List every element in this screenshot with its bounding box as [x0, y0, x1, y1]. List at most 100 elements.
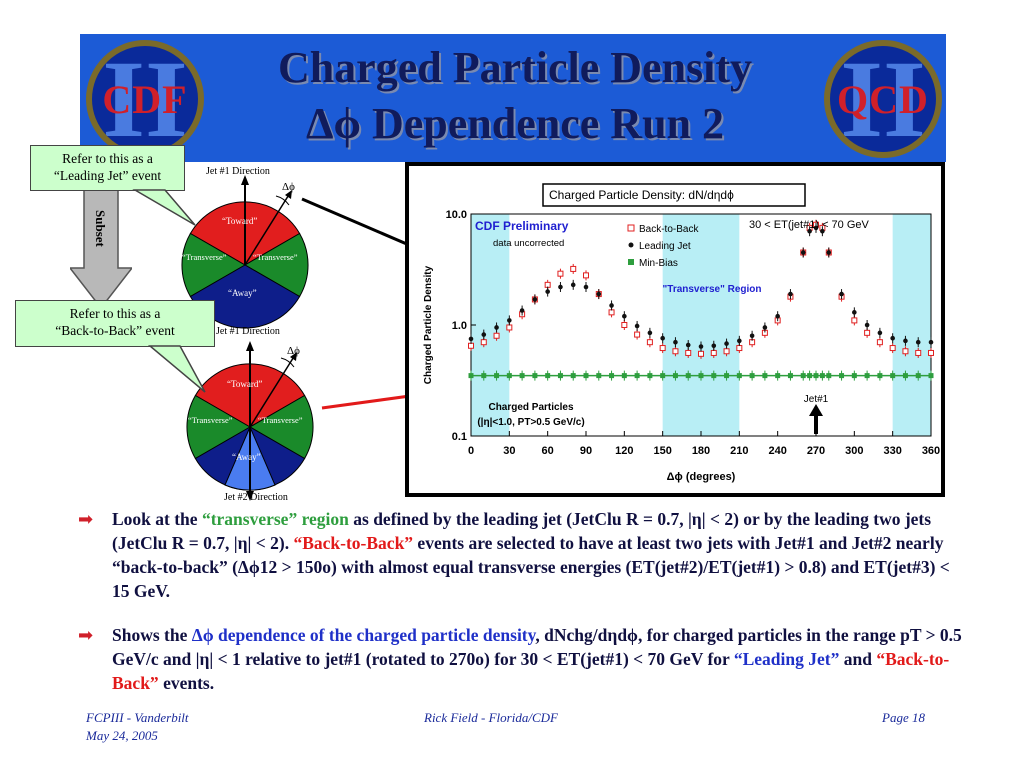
back-to-back-callout: Refer to this as a “Back-to-Back” event: [15, 300, 215, 347]
page-title: Charged Particle Density Δϕ Dependence R…: [200, 40, 830, 152]
data-point-back-to-back: [864, 329, 871, 336]
data-point-leading-jet: [609, 303, 614, 308]
legend-label: Leading Jet: [639, 241, 691, 252]
legend-marker: [628, 259, 634, 265]
legend-marker: [627, 224, 635, 232]
leading-jet-callout: Refer to this as a “Leading Jet” event: [30, 145, 185, 191]
bullet-highlight: “Leading Jet”: [733, 649, 840, 669]
jet2-direction-label: Jet #2 Direction: [224, 492, 288, 503]
annotation-charged-particles: Charged Particles: [488, 402, 573, 413]
data-point-back-to-back: [710, 349, 717, 356]
annotation-et-range: 30 < ET(jet#1) < 70 GeV: [749, 219, 870, 231]
data-point-back-to-back: [736, 345, 743, 352]
event-diagrams: [181, 175, 314, 501]
footer-venue: FCPIII - Vanderbilt: [86, 710, 189, 725]
data-point-leading-jet: [890, 335, 895, 341]
data-point-leading-jet: [685, 342, 691, 348]
dphi-label: Δϕ: [287, 345, 300, 357]
x-tick-label: 270: [807, 445, 825, 457]
x-tick-label: 300: [845, 445, 863, 457]
data-point-back-to-back: [646, 339, 653, 346]
data-point-leading-jet: [839, 291, 844, 297]
x-tick-label: 120: [615, 445, 633, 457]
data-point-back-to-back: [468, 342, 474, 349]
data-point-leading-jet: [507, 318, 512, 323]
bullet-highlight: “Back-to-Back”: [112, 649, 950, 693]
arrow-bullet-icon: ➡: [78, 625, 94, 646]
y-axis-label: Charged Particle Density: [423, 265, 434, 384]
callout-line-2: “Leading Jet” event: [53, 168, 162, 183]
cdf-logo: II CDF: [86, 40, 204, 158]
data-point-leading-jet: [820, 228, 825, 234]
callout-line-1: Refer to this as a: [62, 151, 153, 166]
data-point-back-to-back: [583, 272, 589, 279]
data-point-back-to-back: [889, 345, 896, 352]
transverse-left-label: “Transverse”: [182, 252, 227, 262]
chart-frame: Charged Particle Density: dN/dηdϕ 10.0 1.0…: [405, 162, 945, 497]
qcd-logo: II QCD: [824, 40, 942, 158]
data-point-leading-jet: [596, 291, 602, 297]
dphi-label: Δϕ: [282, 181, 295, 193]
arrow-bullet-icon: ➡: [78, 509, 94, 530]
away-label: “Away”: [232, 452, 261, 462]
data-point-back-to-back: [659, 345, 666, 352]
y-tick-label: 0.1: [452, 431, 467, 443]
data-point-back-to-back: [698, 350, 704, 357]
data-point-leading-jet: [545, 289, 550, 294]
data-point-leading-jet: [647, 330, 653, 336]
data-point-leading-jet: [558, 284, 563, 290]
toward-label: “Toward”: [227, 379, 263, 389]
data-point-leading-jet: [468, 336, 474, 342]
data-point-back-to-back: [876, 339, 883, 346]
leading-jet-diagram: [181, 175, 309, 329]
title-line-2: Δϕ Dependence Run 2: [305, 99, 725, 148]
data-point-leading-jet: [928, 339, 934, 345]
bullet-highlight: “transverse” region: [201, 509, 349, 529]
data-point-leading-jet: [660, 335, 665, 341]
cdf-logo-text: CDF: [102, 76, 188, 122]
bullet-1: Look at the “transverse” region as defin…: [112, 507, 962, 603]
data-point-back-to-back: [685, 349, 692, 356]
data-point-leading-jet: [877, 330, 883, 336]
back-to-back-diagram: [186, 341, 314, 501]
x-axis-label: Δϕ (degrees): [667, 471, 736, 483]
data-point-back-to-back: [506, 324, 513, 331]
legend-label: Min-Bias: [639, 258, 678, 269]
shaded-region: [892, 214, 931, 436]
y-tick-label: 10.0: [446, 209, 467, 221]
legend-marker: [628, 242, 634, 248]
data-point-leading-jet: [762, 325, 768, 330]
data-point-leading-jet: [519, 308, 525, 313]
away-label: “Away”: [228, 288, 257, 298]
data-point-leading-jet: [864, 322, 870, 328]
subset-label: Subset: [93, 210, 108, 247]
bullet-text: Look at the: [112, 509, 202, 529]
footer-date: May 24, 2005: [86, 728, 158, 743]
data-point-leading-jet: [724, 341, 729, 346]
data-point-back-to-back: [480, 339, 487, 346]
chart-title-box: [542, 183, 806, 207]
roman-numeral: II: [102, 40, 188, 158]
data-point-back-to-back: [493, 332, 500, 339]
data-point-leading-jet: [737, 338, 742, 344]
shaded-region: [662, 214, 740, 436]
data-point-leading-jet: [481, 332, 487, 337]
data-point-leading-jet: [788, 291, 793, 297]
transverse-right-label: “Transverse”: [253, 252, 298, 262]
annotation-cuts: (|η|<1.0, PT>0.5 GeV/c): [477, 417, 584, 428]
data-point-leading-jet: [698, 344, 704, 349]
transverse-right-label: “Transverse”: [258, 415, 303, 425]
x-tick-label: 90: [580, 445, 592, 457]
data-point-back-to-back: [902, 348, 909, 355]
data-point-leading-jet: [532, 297, 538, 302]
jet1-direction-label: Jet #1 Direction: [206, 166, 270, 177]
toward-label: “Toward”: [222, 216, 258, 226]
x-tick-label: 30: [503, 445, 515, 457]
annotation-transverse-region: "Transverse" Region: [663, 284, 762, 295]
transverse-left-label: “Transverse”: [188, 415, 233, 425]
data-point-leading-jet: [775, 313, 780, 319]
data-point-leading-jet: [570, 282, 576, 288]
footer-page: Page 18: [882, 710, 925, 725]
data-point-leading-jet: [915, 339, 921, 345]
roman-numeral: II: [840, 40, 926, 158]
